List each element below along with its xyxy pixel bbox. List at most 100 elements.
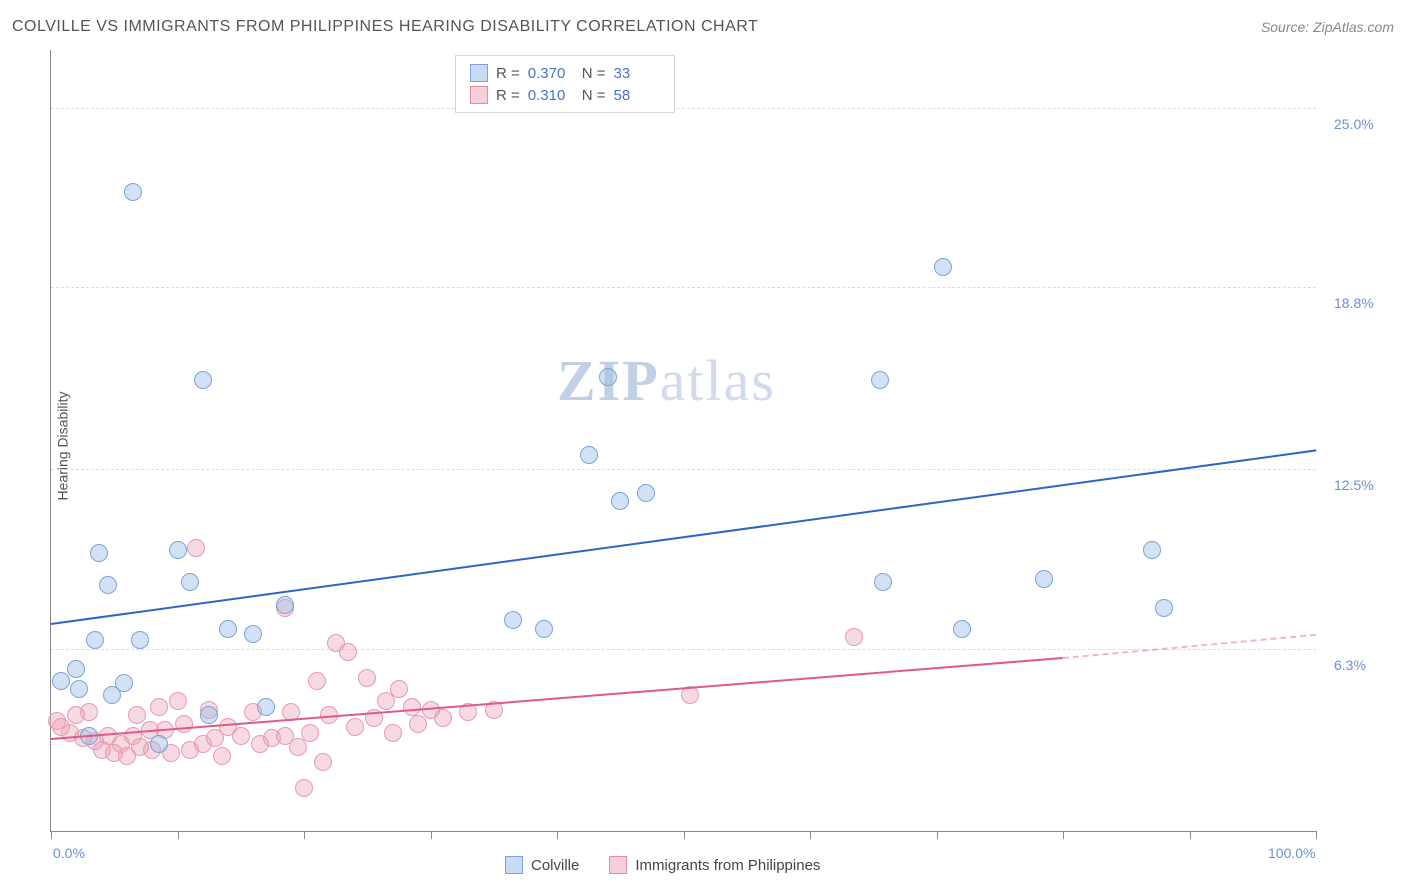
scatter-point-series-b — [409, 715, 427, 733]
x-tick — [178, 831, 179, 839]
stat-n-label: N = — [582, 65, 606, 82]
scatter-point-series-a — [200, 706, 218, 724]
x-tick — [1190, 831, 1191, 839]
legend-stats-box: R = 0.370 N = 33 R = 0.310 N = 58 — [455, 55, 675, 113]
watermark: ZIPatlas — [557, 347, 776, 414]
y-tick-label: 25.0% — [1334, 116, 1374, 132]
scatter-point-series-a — [535, 620, 553, 638]
scatter-point-series-a — [169, 541, 187, 559]
scatter-point-series-b — [175, 715, 193, 733]
stat-n-value: 58 — [614, 87, 660, 104]
scatter-point-series-a — [52, 672, 70, 690]
legend-swatch — [609, 856, 627, 874]
y-tick-label: 12.5% — [1334, 477, 1374, 493]
legend-swatch — [505, 856, 523, 874]
series-legend: Colville Immigrants from Philippines — [505, 856, 820, 874]
gridline — [51, 287, 1316, 288]
legend-stats-row: R =0.370N =33 — [470, 62, 660, 84]
y-tick-label: 18.8% — [1334, 295, 1374, 311]
scatter-point-series-a — [124, 183, 142, 201]
scatter-point-series-b — [390, 680, 408, 698]
gridline — [51, 108, 1316, 109]
x-tick — [1316, 831, 1317, 839]
scatter-point-series-b — [346, 718, 364, 736]
scatter-point-series-a — [934, 258, 952, 276]
stat-r-label: R = — [496, 87, 520, 104]
scatter-point-series-a — [131, 631, 149, 649]
scatter-point-series-a — [580, 446, 598, 464]
chart-plot-area: ZIPatlas 6.3%12.5%18.8%25.0%0.0%100.0% — [50, 50, 1316, 832]
scatter-point-series-a — [181, 573, 199, 591]
x-tick — [1063, 831, 1064, 839]
scatter-point-series-a — [874, 573, 892, 591]
scatter-point-series-b — [845, 628, 863, 646]
scatter-point-series-b — [150, 698, 168, 716]
stat-r-value: 0.310 — [528, 87, 574, 104]
stat-r-value: 0.370 — [528, 65, 574, 82]
scatter-point-series-b — [213, 747, 231, 765]
x-tick — [431, 831, 432, 839]
y-tick-label: 6.3% — [1334, 657, 1366, 673]
legend-swatch — [470, 64, 488, 82]
scatter-point-series-a — [611, 492, 629, 510]
scatter-point-series-a — [276, 596, 294, 614]
series-legend-item: Colville — [505, 856, 579, 874]
chart-source: Source: ZipAtlas.com — [1261, 19, 1394, 35]
scatter-point-series-a — [219, 620, 237, 638]
series-label: Immigrants from Philippines — [635, 857, 820, 874]
scatter-point-series-a — [504, 611, 522, 629]
scatter-point-series-a — [637, 484, 655, 502]
scatter-point-series-a — [115, 674, 133, 692]
legend-swatch — [470, 86, 488, 104]
gridline — [51, 469, 1316, 470]
scatter-point-series-b — [295, 779, 313, 797]
x-tick — [304, 831, 305, 839]
scatter-point-series-b — [301, 724, 319, 742]
legend-stats-row: R = 0.310 N = 58 — [470, 84, 660, 106]
scatter-point-series-a — [90, 544, 108, 562]
scatter-point-series-a — [86, 631, 104, 649]
scatter-point-series-b — [314, 753, 332, 771]
series-label: Colville — [531, 857, 579, 874]
scatter-point-series-a — [194, 371, 212, 389]
scatter-point-series-b — [187, 539, 205, 557]
scatter-point-series-a — [244, 625, 262, 643]
x-tick — [937, 831, 938, 839]
scatter-point-series-b — [434, 709, 452, 727]
stat-n-value: 33 — [614, 65, 660, 82]
scatter-point-series-b — [232, 727, 250, 745]
scatter-point-series-b — [308, 672, 326, 690]
scatter-point-series-b — [80, 703, 98, 721]
scatter-point-series-a — [67, 660, 85, 678]
trendline-series-b-extrapolated — [1063, 634, 1316, 659]
stat-n-label: N = — [582, 87, 606, 104]
scatter-point-series-a — [1143, 541, 1161, 559]
scatter-point-series-a — [257, 698, 275, 716]
scatter-point-series-a — [599, 368, 617, 386]
source-link[interactable]: ZipAtlas.com — [1313, 19, 1394, 35]
scatter-point-series-b — [48, 712, 66, 730]
x-tick — [810, 831, 811, 839]
x-tick — [684, 831, 685, 839]
source-prefix: Source: — [1261, 19, 1313, 35]
scatter-point-series-b — [403, 698, 421, 716]
x-tick — [51, 831, 52, 839]
chart-header: COLVILLE VS IMMIGRANTS FROM PHILIPPINES … — [12, 18, 1394, 36]
scatter-point-series-b — [339, 643, 357, 661]
scatter-point-series-a — [1035, 570, 1053, 588]
trendline-series-b — [51, 657, 1063, 740]
chart-title: COLVILLE VS IMMIGRANTS FROM PHILIPPINES … — [12, 18, 758, 36]
scatter-point-series-b — [358, 669, 376, 687]
scatter-point-series-b — [128, 706, 146, 724]
scatter-point-series-b — [384, 724, 402, 742]
scatter-point-series-a — [99, 576, 117, 594]
scatter-point-series-b — [289, 738, 307, 756]
scatter-point-series-a — [1155, 599, 1173, 617]
scatter-point-series-b — [169, 692, 187, 710]
scatter-point-series-a — [150, 735, 168, 753]
x-tick — [557, 831, 558, 839]
series-legend-item: Immigrants from Philippines — [609, 856, 820, 874]
trendline-series-a — [51, 449, 1316, 625]
gridline — [51, 649, 1316, 650]
scatter-point-series-b — [206, 729, 224, 747]
